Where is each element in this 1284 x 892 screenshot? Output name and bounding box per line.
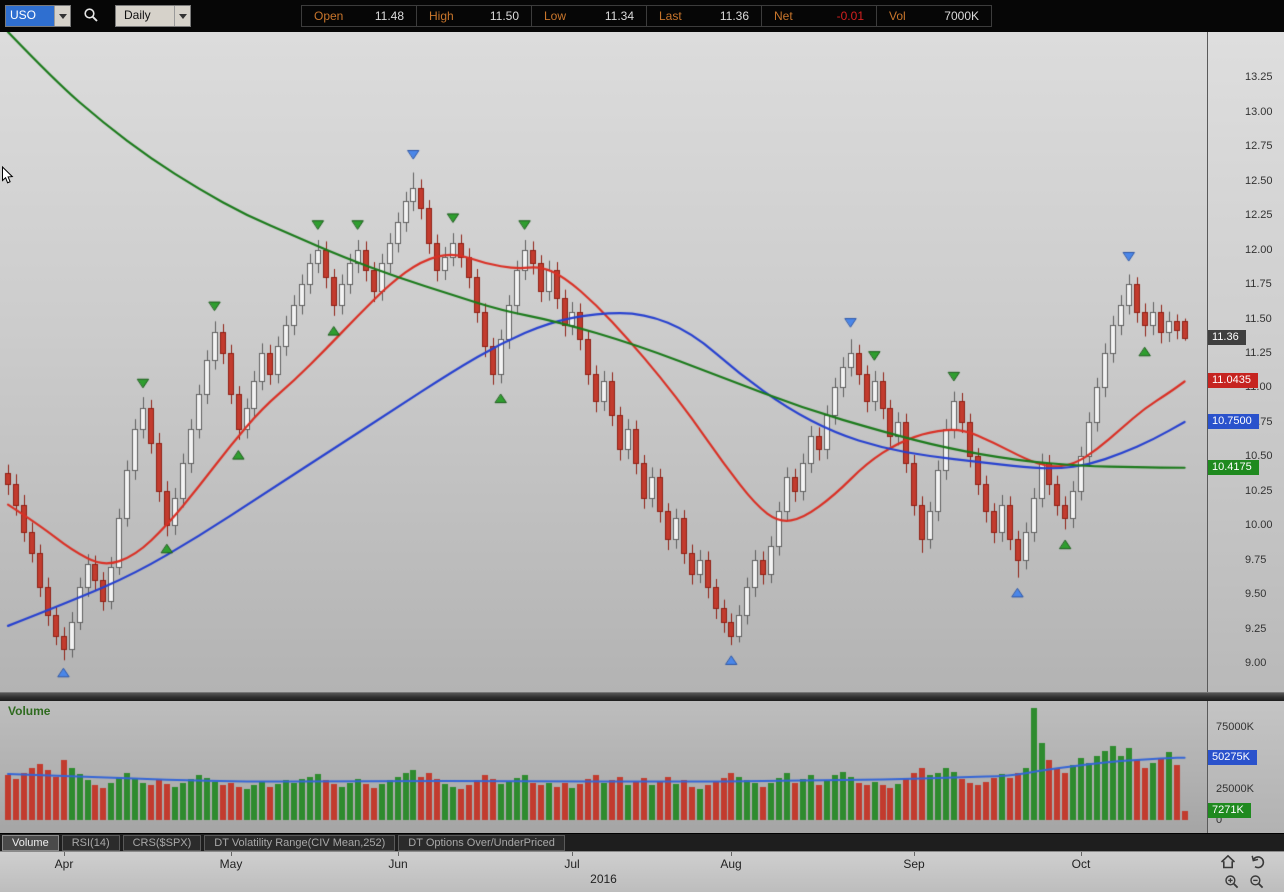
price-tick-label: 10.25 xyxy=(1245,484,1273,497)
month-label-apr: Apr xyxy=(54,857,74,871)
price-badge-last: 11.36 xyxy=(1208,329,1246,345)
symbol-input-value: USO xyxy=(6,6,54,26)
price-tick-label: 9.25 xyxy=(1245,622,1267,635)
price-tick-label: 12.50 xyxy=(1245,174,1273,187)
indicator-tab-crs-spx[interactable]: CRS($SPX) xyxy=(122,834,202,851)
year-label: 2016 xyxy=(590,872,617,886)
date-axis[interactable]: 2016 Apr May Jun Jul Aug Sep Oct xyxy=(0,851,1284,892)
price-tick-label: 11.25 xyxy=(1245,347,1272,360)
month-label-jun: Jun xyxy=(388,857,408,871)
quote-net-label: Net xyxy=(774,9,793,23)
undo-button[interactable] xyxy=(1249,855,1267,872)
quote-last-value: 11.36 xyxy=(719,9,749,23)
volume-tick-label: 0 xyxy=(1216,814,1223,826)
top-toolbar: USO Daily Open 11.48 High 11.50 Low 11. xyxy=(0,0,1284,33)
quote-bar: Open 11.48 High 11.50 Low 11.34 Last 11.… xyxy=(301,5,992,27)
zoom-out-button[interactable] xyxy=(1248,875,1266,892)
home-button[interactable] xyxy=(1219,854,1237,873)
volume-pane-title: Volume xyxy=(8,704,51,718)
quote-vol: Vol 7000K xyxy=(876,5,992,27)
quote-high-value: 11.50 xyxy=(489,9,519,23)
price-tick-label: 12.75 xyxy=(1245,140,1273,153)
indicator-tab-bar: Volume RSI(14) CRS($SPX) DT Volatility Rang… xyxy=(0,833,1284,851)
zoom-in-icon xyxy=(1224,874,1240,892)
month-label-oct: Oct xyxy=(1071,857,1091,871)
volume-badge-vol-last: 7271K xyxy=(1208,802,1251,818)
search-icon xyxy=(83,7,99,26)
timeframe-select[interactable]: Daily xyxy=(115,5,191,27)
price-tick-label: 9.00 xyxy=(1245,657,1267,670)
month-tick xyxy=(914,852,915,856)
price-chart-pane[interactable] xyxy=(0,32,1207,692)
price-tick-label: 13.25 xyxy=(1245,71,1273,84)
quote-open: Open 11.48 xyxy=(301,5,417,27)
zoom-in-button[interactable] xyxy=(1223,875,1241,892)
symbol-input[interactable]: USO xyxy=(5,5,71,27)
volume-tick-label: 75000K xyxy=(1216,721,1254,733)
month-tick xyxy=(64,852,65,856)
month-label-may: May xyxy=(219,857,243,871)
price-axis[interactable]: 13.25 13.00 12.75 12.50 12.25 12.00 11.75 11.50… xyxy=(1207,32,1284,692)
candlestick-chart-canvas[interactable] xyxy=(0,32,1207,692)
volume-badge-vol-ma: 50275K xyxy=(1208,749,1257,765)
indicator-tab-dt-volatility-range-civ-mean-252[interactable]: DT Volatility Range(CIV Mean,252) xyxy=(204,834,396,851)
quote-high: High 11.50 xyxy=(416,5,532,27)
quote-last-label: Last xyxy=(659,9,682,23)
price-tick-label: 9.75 xyxy=(1245,553,1267,566)
quote-open-value: 11.48 xyxy=(374,9,404,23)
indicator-tab-dt-options-over-underpriced[interactable]: DT Options Over/UnderPriced xyxy=(398,834,565,851)
price-badge-ma-slow: 10.4175 xyxy=(1208,459,1259,475)
symbol-dropdown-arrow-icon[interactable] xyxy=(54,6,70,26)
price-tick-label: 13.00 xyxy=(1245,105,1273,118)
quote-vol-label: Vol xyxy=(889,9,906,23)
timeframe-value: Daily xyxy=(124,8,151,22)
quote-low-value: 11.34 xyxy=(604,9,634,23)
home-icon xyxy=(1220,854,1236,873)
indicator-tab-rsi-14[interactable]: RSI(14) xyxy=(61,834,120,851)
price-tick-label: 10.00 xyxy=(1245,519,1273,532)
price-tick-label: 11.75 xyxy=(1245,278,1272,291)
indicator-tab-volume[interactable]: Volume xyxy=(2,834,59,851)
price-badge-ma-mid: 10.7500 xyxy=(1208,413,1259,429)
quote-last: Last 11.36 xyxy=(646,5,762,27)
price-badge-ma-fast: 11.0435 xyxy=(1208,373,1258,389)
month-tick xyxy=(572,852,573,856)
price-tick-label: 10.50 xyxy=(1245,450,1273,463)
price-tick-label: 11.50 xyxy=(1245,312,1272,325)
month-tick xyxy=(1081,852,1082,856)
quote-vol-value: 7000K xyxy=(944,9,979,23)
pane-splitter[interactable] xyxy=(0,692,1284,701)
volume-axis[interactable]: 75000K 25000K 0 50275K 7271K xyxy=(1207,701,1284,833)
month-label-aug: Aug xyxy=(720,857,742,871)
price-tick-label: 12.25 xyxy=(1245,209,1273,222)
undo-arrow-icon xyxy=(1250,854,1266,873)
quote-low: Low 11.34 xyxy=(531,5,647,27)
volume-tick-label: 25000K xyxy=(1216,783,1254,795)
month-label-sep: Sep xyxy=(903,857,925,871)
quote-net: Net -0.01 xyxy=(761,5,877,27)
price-tick-label: 9.50 xyxy=(1245,588,1267,601)
timeframe-dropdown-arrow-icon[interactable] xyxy=(174,6,190,26)
month-tick xyxy=(731,852,732,856)
quote-low-label: Low xyxy=(544,9,567,23)
zoom-out-icon xyxy=(1249,874,1265,892)
volume-pane[interactable]: Volume xyxy=(0,701,1207,833)
month-label-jul: Jul xyxy=(564,857,580,871)
month-tick xyxy=(398,852,399,856)
quote-net-value: -0.01 xyxy=(836,9,864,23)
quote-open-label: Open xyxy=(314,9,344,23)
quote-high-label: High xyxy=(429,9,454,23)
price-tick-label: 12.00 xyxy=(1245,243,1273,256)
volume-chart-canvas[interactable] xyxy=(0,701,1207,833)
search-button[interactable] xyxy=(79,4,103,28)
month-tick xyxy=(231,852,232,856)
